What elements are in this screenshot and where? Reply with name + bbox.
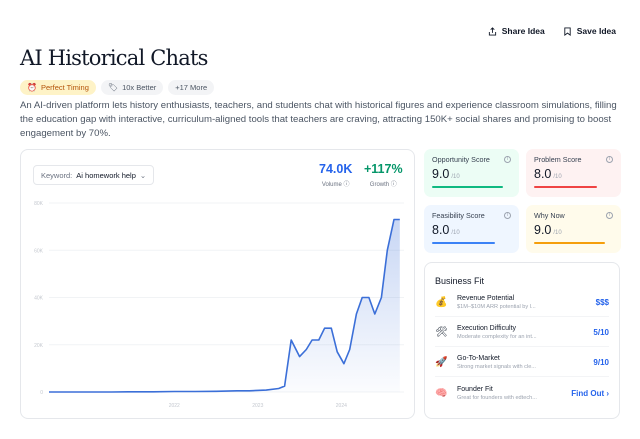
alarm-clock-icon: ⏰ (27, 83, 37, 92)
score-value: 8.0 (534, 167, 552, 181)
score-bar (534, 242, 606, 244)
score-name: Opportunity Score (432, 155, 490, 164)
business-fit-card: Business Fit 💰 Revenue Potential $1M–$10M… (424, 262, 620, 419)
fit-row-title: Founder Fit (457, 385, 493, 393)
score-bar (432, 186, 504, 188)
brain-icon: 🧠 (435, 387, 448, 399)
feasibility-score-card: Feasibility Score i 8.0/10 (424, 205, 519, 253)
problem-score-card: Problem Score i 8.0/10 (526, 149, 621, 197)
fit-row-subtitle: Great for founders with edtech... (457, 394, 537, 401)
save-label: Save Idea (576, 26, 616, 36)
description: An AI-driven platform lets history enthu… (20, 100, 617, 139)
series-line (49, 218, 400, 393)
y-tick-label: 20K (34, 343, 44, 349)
info-icon[interactable]: i (606, 156, 613, 163)
score-value: 9.0 (432, 167, 450, 181)
info-icon[interactable]: i (504, 156, 511, 163)
volume-value: 74.0K (319, 162, 353, 176)
y-tick-label: 0 (40, 390, 43, 396)
info-icon[interactable]: i (504, 212, 511, 219)
score-max: /10 (553, 174, 562, 180)
fit-row-founder[interactable]: 🧠 Founder Fit Great for founders with edt… (435, 379, 609, 407)
share-idea-button[interactable]: Share Idea (488, 26, 545, 36)
business-fit-title: Business Fit (435, 276, 485, 286)
score-value: 8.0 (432, 223, 450, 237)
chevron-down-icon: ⌄ (139, 170, 147, 180)
volume-metric: 74.0K Volume ⓘ (319, 162, 352, 188)
growth-metric: +117% Growth ⓘ (364, 162, 403, 188)
money-bag-icon: 💰 (435, 297, 448, 308)
trend-card: Keyword: Ai homework help ⌄ 74.0K Volume… (20, 149, 415, 419)
keyword-select[interactable]: Keyword: Ai homework help ⌄ (33, 165, 155, 185)
fit-row-execution[interactable]: 🛠 Execution Difficulty Moderate complexit… (435, 319, 609, 347)
fit-row-title: Execution Difficulty (457, 325, 517, 332)
top-actions: Share Idea Save Idea (488, 26, 616, 36)
info-icon[interactable]: i (606, 212, 613, 219)
x-tick-label: 2022 (169, 403, 180, 409)
tag-list: ⏰ Perfect Timing 🏷 10x Better +17 More (20, 80, 215, 95)
x-tick-label: 2023 (252, 403, 263, 409)
info-icon[interactable]: ⓘ (390, 182, 397, 188)
score-max: /10 (451, 174, 460, 180)
fit-row-gtm[interactable]: 🚀 Go-To-Market Strong market signals with… (435, 349, 609, 377)
page-title: AI Historical Chats (20, 46, 208, 70)
volume-label: Volume (321, 182, 342, 188)
tag-10x-better[interactable]: 🏷 10x Better (100, 80, 164, 95)
tag-more[interactable]: +17 More (168, 80, 215, 95)
fit-row-value: 5/10 (593, 328, 609, 337)
fit-row-value: $$$ (595, 298, 609, 307)
growth-value: +117% (364, 162, 403, 176)
fit-row-title: Revenue Potential (457, 295, 515, 302)
save-idea-button[interactable]: Save Idea (563, 26, 616, 36)
series-area (49, 219, 400, 392)
bookmark-icon (564, 26, 571, 36)
share-icon (488, 26, 496, 36)
share-label: Share Idea (501, 26, 545, 36)
y-tick-label: 40K (34, 296, 44, 302)
tag-icon: 🏷 (107, 83, 119, 92)
score-bar (432, 242, 496, 244)
x-tick-label: 2024 (336, 403, 347, 409)
tag-label: Perfect Timing (40, 83, 89, 92)
keyword-prefix: Keyword: (41, 170, 73, 180)
find-out-link[interactable]: Find Out › (571, 388, 609, 398)
y-tick-label: 80K (34, 201, 44, 207)
opportunity-score-card: Opportunity Score i 9.0/10 (424, 149, 519, 197)
fit-row-revenue[interactable]: 💰 Revenue Potential $1M–$10M ARR potentia… (435, 289, 609, 317)
tag-perfect-timing[interactable]: ⏰ Perfect Timing (20, 80, 96, 95)
rocket-icon: 🚀 (435, 357, 448, 368)
why-now-score-card: Why Now i 9.0/10 (526, 205, 621, 253)
tag-label: 10x Better (122, 83, 157, 92)
score-max: /10 (553, 230, 562, 236)
y-tick-label: 60K (34, 248, 44, 254)
fit-row-subtitle: $1M–$10M ARR potential by l... (457, 304, 536, 310)
fit-row-value: 9/10 (593, 358, 609, 367)
growth-label: Growth (369, 182, 390, 188)
tag-label: +17 More (175, 83, 208, 92)
score-name: Feasibility Score (432, 211, 485, 220)
score-value: 9.0 (534, 223, 552, 237)
score-name: Why Now (534, 211, 565, 220)
score-name: Problem Score (534, 155, 582, 164)
info-icon[interactable]: ⓘ (343, 182, 350, 188)
fit-row-title: Go-To-Market (457, 355, 500, 362)
fit-row-subtitle: Strong market signals with cle... (457, 364, 536, 370)
score-max: /10 (451, 230, 460, 236)
trend-chart: 020K40K60K80K2022202320242025 (34, 201, 404, 409)
tools-icon: 🛠 (435, 327, 448, 338)
fit-row-subtitle: Moderate complexity for an int... (457, 334, 537, 340)
keyword-value: Ai homework help (76, 170, 136, 180)
score-bar (534, 186, 598, 188)
